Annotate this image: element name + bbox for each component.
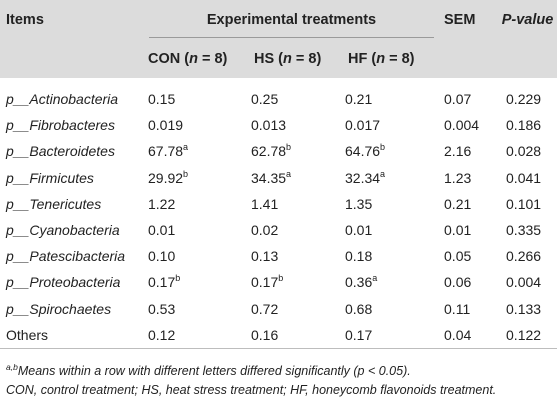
header-row-2: CON (n = 8) HS (n = 8) HF (n = 8) — [0, 40, 557, 78]
significance-letter: b — [286, 142, 292, 153]
sem-value: 0.06 — [444, 274, 472, 291]
hf-value: 0.18 — [345, 248, 373, 265]
sem-header: SEM — [438, 0, 499, 40]
table-row: p__Actinobacteria 0.15 0.25 0.21 0.07 0.229 — [0, 78, 557, 112]
hf-value: 0.21 — [345, 91, 373, 108]
hs-value: 0.72 — [251, 300, 279, 317]
hs-value: 0.16 — [248, 321, 342, 349]
significance-letter: b — [175, 273, 181, 284]
con-header: CON (n = 8) — [145, 40, 248, 78]
hs-header: HS (n = 8) — [248, 40, 342, 78]
hs-value: 0.25 — [251, 91, 279, 108]
p-value: 0.186 — [506, 117, 542, 134]
significance-letter: a — [286, 168, 292, 179]
p-value: 0.133 — [506, 300, 542, 317]
items-header: Items — [0, 0, 145, 40]
table-row: p__Proteobacteria 0.17b 0.17b 0.36a 0.06 0.00… — [0, 269, 557, 295]
sem-value: 0.05 — [444, 248, 472, 265]
taxon-name: p__Proteobacteria — [6, 274, 121, 291]
table-row: p__Firmicutes 29.92b 34.35a 32.34a 1.23 0.041 — [0, 165, 557, 191]
header-row-1: Items Experimental treatments SEM P-valu… — [0, 0, 557, 40]
sem-value: 0.004 — [444, 117, 480, 134]
taxon-name: p__Patescibacteria — [6, 248, 126, 265]
taxon-name: p__Bacteroidetes — [6, 143, 115, 160]
table-row: p__Patescibacteria 0.10 0.13 0.18 0.05 0.266 — [0, 243, 557, 269]
taxon-name: p__Spirochaetes — [6, 300, 112, 317]
significance-letter: a — [372, 273, 378, 284]
con-value: 0.019 — [148, 117, 184, 134]
taxon-name: p__Tenericutes — [6, 195, 102, 212]
hf-value: 0.68 — [345, 300, 373, 317]
con-value: 0.53 — [148, 300, 176, 317]
footnotes: a,bMeans within a row with different let… — [6, 362, 496, 400]
p-value: 0.266 — [506, 248, 542, 265]
sem-value: 0.04 — [438, 321, 499, 349]
experimental-treatments-header: Experimental treatments — [145, 0, 439, 40]
significance-letter: b — [278, 273, 284, 284]
taxon-name: Others — [0, 321, 145, 349]
hf-value: 0.17 — [342, 321, 439, 349]
hf-value: 1.35 — [345, 195, 373, 212]
p-value: 0.335 — [506, 222, 542, 239]
table-row: p__Spirochaetes 0.53 0.72 0.68 0.11 0.133 — [0, 296, 557, 322]
hs-value: 62.78b — [251, 142, 292, 160]
significance-footnote: a,bMeans within a row with different let… — [6, 362, 411, 378]
significance-letter: b — [380, 142, 386, 153]
hf-value: 32.34a — [345, 168, 386, 186]
taxon-name: p__Cyanobacteria — [6, 222, 120, 239]
sem-value: 0.11 — [444, 300, 471, 317]
hf-value: 0.36a — [345, 273, 378, 291]
con-value: 67.78a — [148, 142, 189, 160]
header-blank — [0, 40, 145, 78]
significance-letter: a — [183, 142, 189, 153]
p-value: 0.122 — [498, 321, 557, 349]
p-value: 0.229 — [506, 91, 542, 108]
p-value: 0.041 — [506, 169, 542, 186]
con-value: 0.01 — [148, 222, 176, 239]
con-value: 0.10 — [148, 248, 176, 265]
sem-value: 1.23 — [444, 169, 472, 186]
table-row: p__Cyanobacteria 0.01 0.02 0.01 0.01 0.335 — [0, 217, 557, 243]
hs-value: 34.35a — [251, 168, 292, 186]
hf-value: 0.017 — [345, 117, 381, 134]
significance-letter: a — [380, 168, 386, 179]
hs-value: 0.13 — [251, 248, 279, 265]
taxon-name: p__Firmicutes — [6, 169, 94, 186]
hs-value: 0.17b — [251, 273, 284, 291]
p-value: 0.101 — [506, 195, 542, 212]
sem-value: 0.07 — [444, 91, 472, 108]
hf-header: HF (n = 8) — [342, 40, 439, 78]
con-value: 0.15 — [148, 91, 176, 108]
hs-value: 0.013 — [251, 117, 287, 134]
sem-value: 0.21 — [444, 195, 472, 212]
data-table: Items Experimental treatments SEM P-valu… — [0, 0, 557, 349]
con-value: 0.12 — [145, 321, 248, 349]
sem-value: 2.16 — [444, 143, 472, 160]
hs-value: 1.41 — [251, 195, 279, 212]
con-value: 1.22 — [148, 195, 176, 212]
table-row: p__Fibrobacteres 0.019 0.013 0.017 0.004 0.18… — [0, 112, 557, 138]
con-value: 0.17b — [148, 273, 181, 291]
table-row: p__Tenericutes 1.22 1.41 1.35 0.21 0.101 — [0, 191, 557, 217]
table-row: p__Bacteroidetes 67.78a 62.78b 64.76b 2.16 0.… — [0, 138, 557, 164]
p-value: 0.004 — [506, 274, 542, 291]
table-row: Others 0.12 0.16 0.17 0.04 0.122 — [0, 321, 557, 349]
con-value: 29.92b — [148, 168, 189, 186]
hf-value: 64.76b — [345, 142, 386, 160]
pvalue-header: P-value — [498, 0, 557, 40]
header-blank-p — [498, 40, 557, 78]
hf-value: 0.01 — [345, 222, 373, 239]
header-blank-sem — [438, 40, 499, 78]
significance-letter: b — [183, 168, 189, 179]
abbreviation-footnote: CON, control treatment; HS, heat stress … — [6, 383, 497, 397]
taxon-name: p__Actinobacteria — [6, 91, 119, 108]
taxon-name: p__Fibrobacteres — [6, 117, 115, 134]
p-value: 0.028 — [506, 143, 542, 160]
hs-value: 0.02 — [251, 222, 279, 239]
sem-value: 0.01 — [444, 222, 472, 239]
